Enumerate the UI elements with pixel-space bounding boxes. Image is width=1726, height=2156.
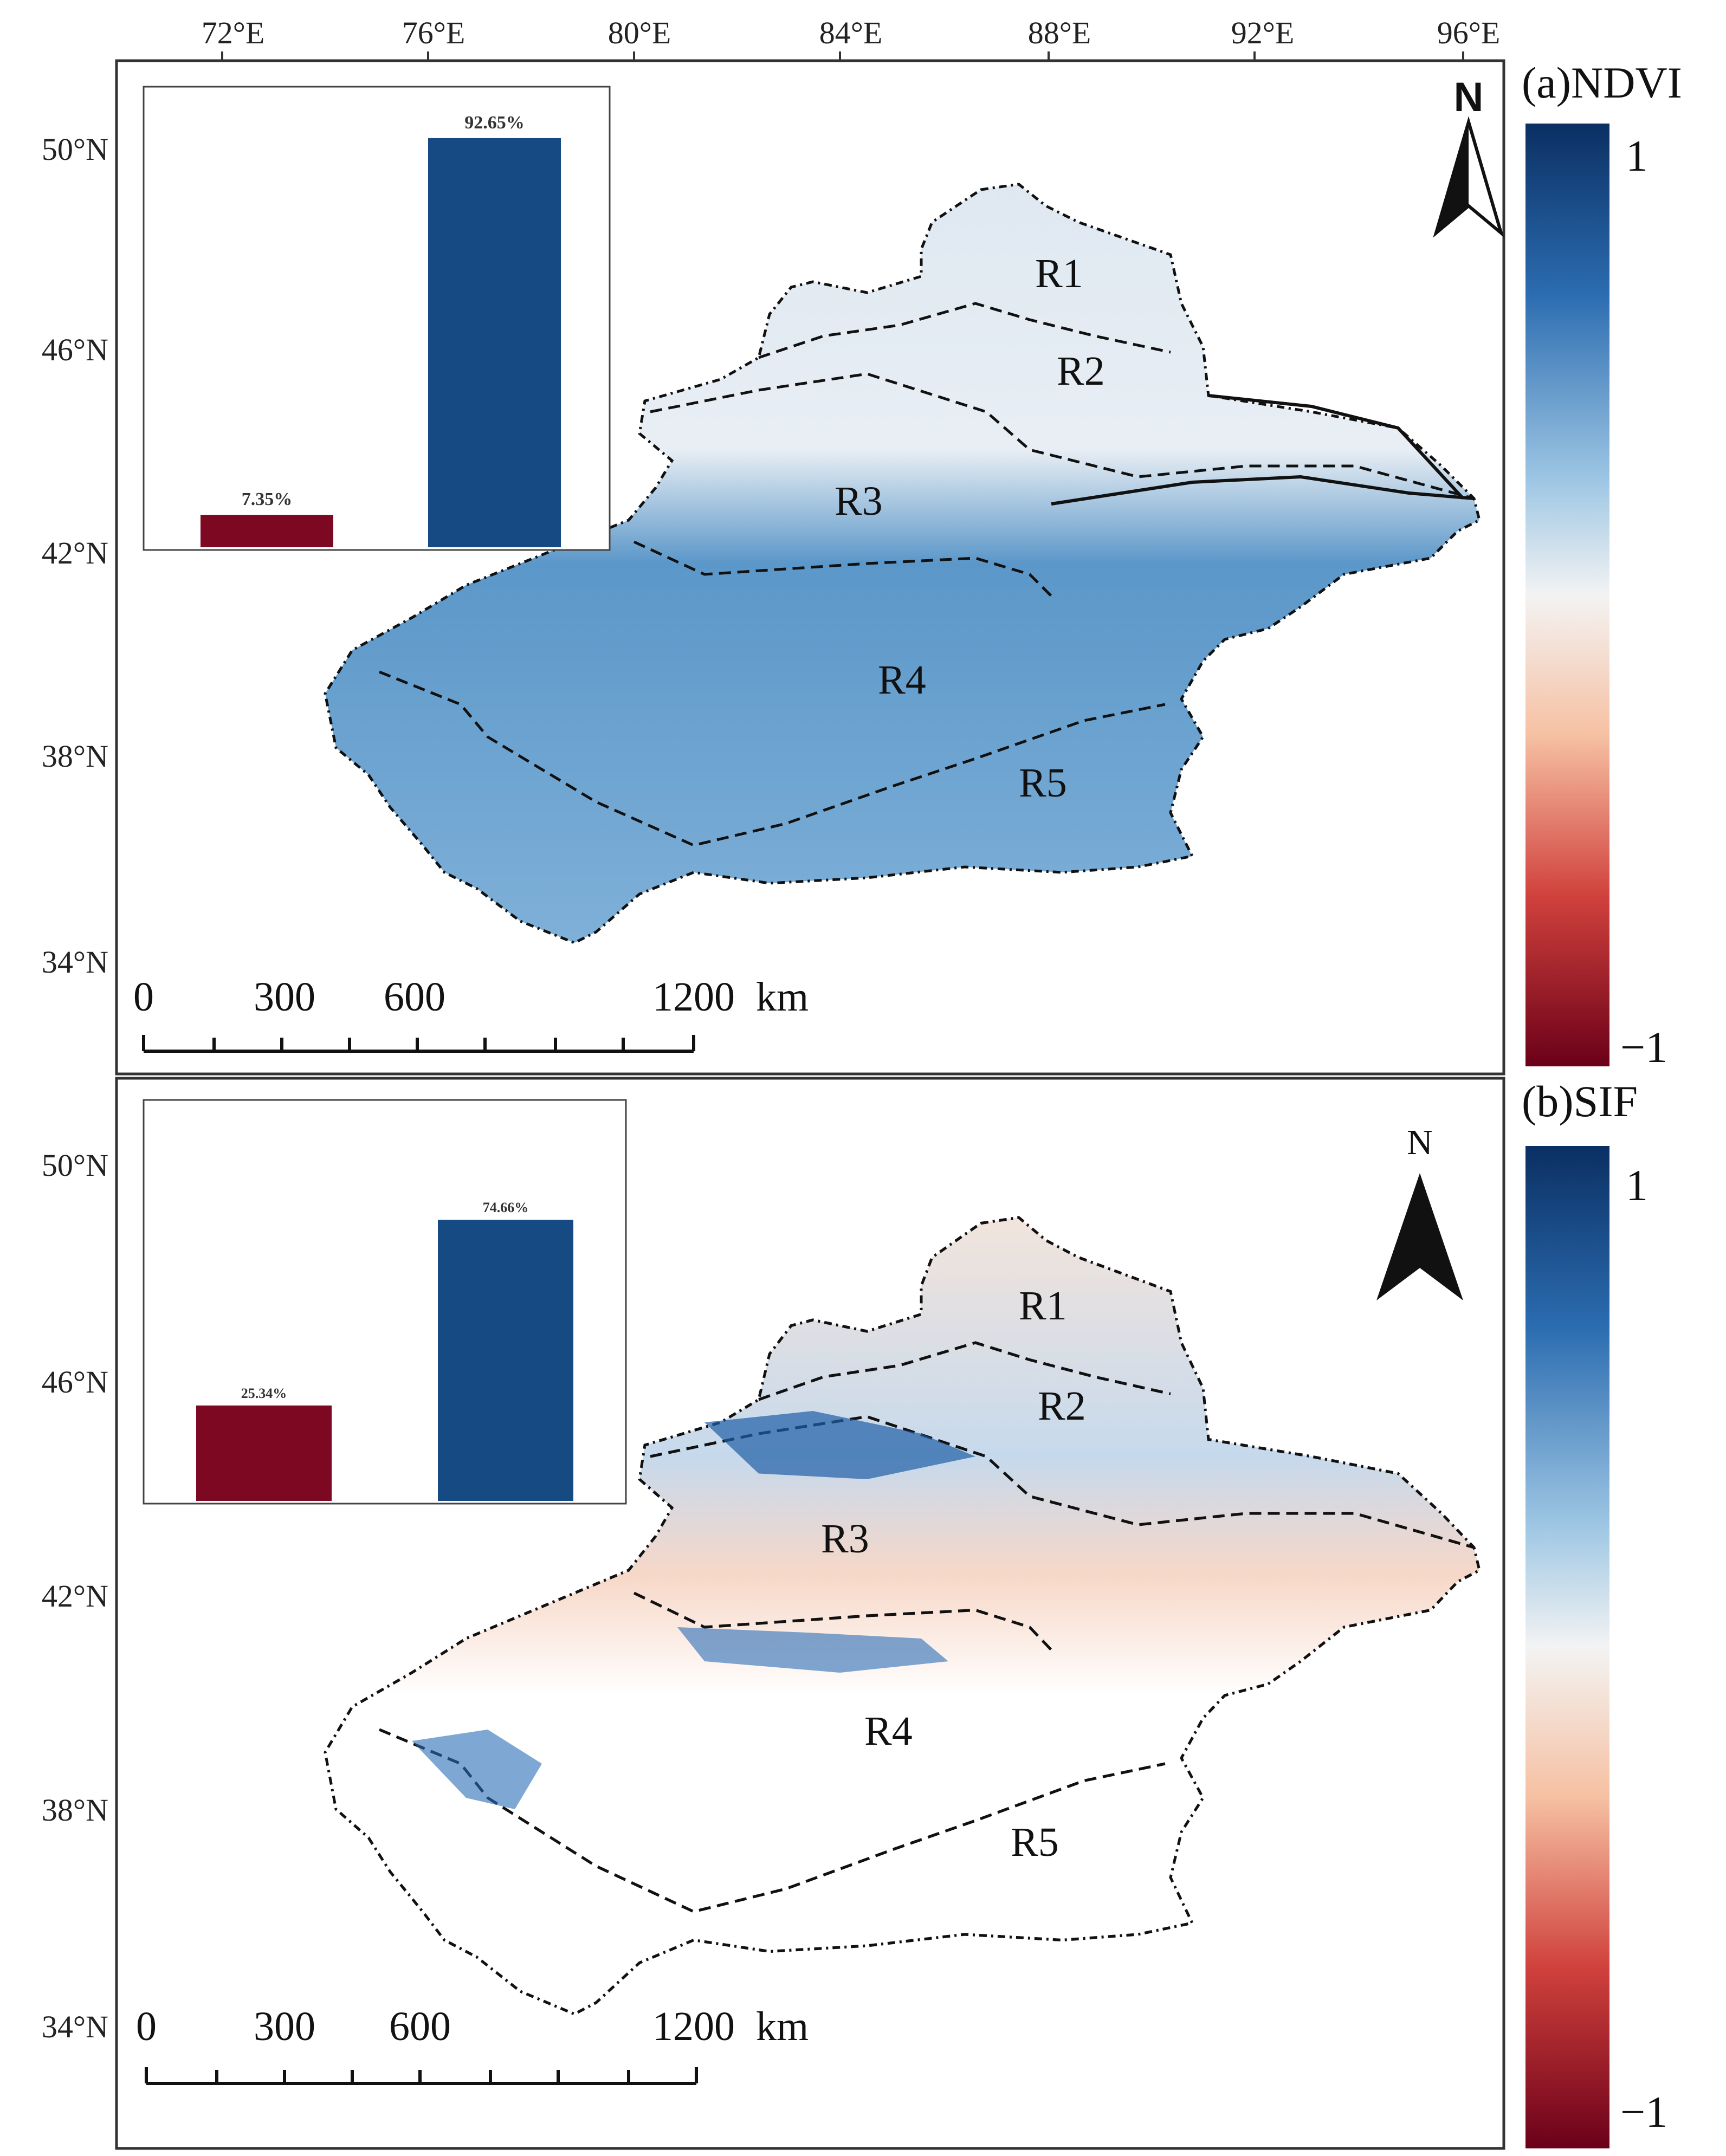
panel-a-ndvi: 50°N 46°N 42°N 38°N 34°N R1 R2 R3 R4 R5 (42, 58, 1682, 1076)
lat-label: 46°N (42, 1364, 108, 1400)
region-label-r2: R2 (1038, 1383, 1086, 1429)
lon-label: 96°E (1437, 15, 1501, 50)
region-boundary (379, 670, 1166, 847)
region-label-r3: R3 (821, 1516, 869, 1562)
study-area-map (325, 184, 1479, 943)
bar-positive (428, 138, 561, 548)
region-label-r2: R2 (1057, 348, 1105, 394)
lat-label: 34°N (42, 2009, 108, 2044)
colorbar-min: −1 (1620, 2087, 1667, 2136)
sif-hotspot (677, 1627, 948, 1673)
region-boundary (1208, 394, 1465, 500)
colorbar: (a)NDVI 1 −1 (1522, 58, 1682, 1072)
inset-bar-chart: 7.35% 92.65% (143, 86, 611, 551)
lon-label: 80°E (608, 15, 671, 50)
scale-unit: km (756, 974, 809, 1020)
region-label-r5: R5 (1019, 760, 1067, 806)
latitude-labels: 50°N 46°N 42°N 38°N 34°N (42, 1148, 108, 2044)
scale-bar: 0 300 600 1200 km (136, 2004, 809, 2085)
longitude-ticks (221, 51, 1464, 61)
region-labels: R1 R2 R3 R4 R5 (821, 1283, 1086, 1865)
lat-label: 34°N (42, 944, 108, 980)
sif-hotspot (412, 1730, 542, 1809)
bar-label-positive: 74.66% (483, 1200, 529, 1215)
scale-tick-label: 0 (133, 974, 154, 1020)
region-label-r1: R1 (1019, 1283, 1067, 1329)
scale-bar: 0 300 600 1200 km (133, 974, 809, 1053)
scale-tick-label: 600 (389, 2004, 451, 2049)
region-boundary (633, 540, 1052, 597)
scale-tick-label: 0 (136, 2004, 157, 2049)
north-arrow: N (1433, 74, 1504, 238)
lat-label: 38°N (42, 739, 108, 774)
north-label: N (1454, 74, 1484, 120)
lat-label: 42°N (42, 1578, 108, 1614)
lat-label: 50°N (42, 1148, 108, 1183)
bar-negative (196, 1405, 332, 1501)
north-arrow-icon (1376, 1173, 1463, 1300)
bar-label-positive: 92.65% (464, 113, 525, 133)
colorbar: (b)SIF 1 −1 (1522, 1077, 1667, 2148)
scale-unit: km (756, 2004, 809, 2049)
colorbar-gradient-icon (1525, 124, 1609, 1066)
colorbar-max: 1 (1626, 131, 1648, 180)
region-label-r3: R3 (835, 478, 883, 524)
region-labels: R1 R2 R3 R4 R5 (835, 251, 1105, 806)
lat-label: 50°N (42, 132, 108, 167)
scale-tick-label: 1200 (652, 974, 735, 1020)
lon-label: 88°E (1028, 15, 1091, 50)
lon-label: 84°E (819, 15, 883, 50)
bar-positive (438, 1220, 573, 1501)
study-area-map (325, 1218, 1479, 2014)
north-label: N (1407, 1123, 1433, 1162)
latitude-labels: 50°N 46°N 42°N 38°N 34°N (42, 132, 108, 980)
bar-label-negative: 7.35% (242, 489, 293, 509)
bar-label-negative: 25.34% (241, 1385, 287, 1401)
region-label-r4: R4 (878, 657, 926, 703)
north-arrow: N (1376, 1123, 1463, 1300)
sif-hotspot (704, 1411, 975, 1479)
colorbar-max: 1 (1626, 1161, 1648, 1210)
region-label-r5: R5 (1011, 1820, 1059, 1865)
region-label-r4: R4 (864, 1708, 913, 1754)
lat-label: 46°N (42, 332, 108, 367)
panel-title: (a)NDVI (1522, 58, 1682, 107)
colorbar-min: −1 (1620, 1022, 1667, 1072)
scale-tick-label: 600 (384, 974, 445, 1020)
panel-b-sif: 50°N 46°N 42°N 38°N 34°N R1 R2 R3 R4 R5 (42, 1077, 1667, 2150)
lon-label: 72°E (202, 15, 265, 50)
lon-label: 92°E (1231, 15, 1295, 50)
lat-label: 38°N (42, 1792, 108, 1828)
region-label-r1: R1 (1035, 251, 1083, 296)
lat-label: 42°N (42, 535, 108, 571)
region-boundary (633, 1591, 1052, 1651)
colorbar-gradient-icon (1525, 1146, 1609, 2148)
scale-tick-label: 1200 (652, 2004, 735, 2049)
region-boundary (758, 1341, 1171, 1401)
inset-bar-chart: 25.34% 74.66% (143, 1099, 627, 1505)
scale-tick-label: 300 (254, 974, 315, 1020)
lon-label: 76°E (402, 15, 466, 50)
panel-title: (b)SIF (1522, 1077, 1638, 1126)
region-boundary (1051, 475, 1475, 506)
scale-tick-label: 300 (254, 2004, 315, 2049)
region-boundary (758, 302, 1171, 359)
bar-negative (201, 515, 333, 547)
longitude-labels: 72°E 76°E 80°E 84°E 88°E 92°E 96°E (202, 15, 1501, 50)
